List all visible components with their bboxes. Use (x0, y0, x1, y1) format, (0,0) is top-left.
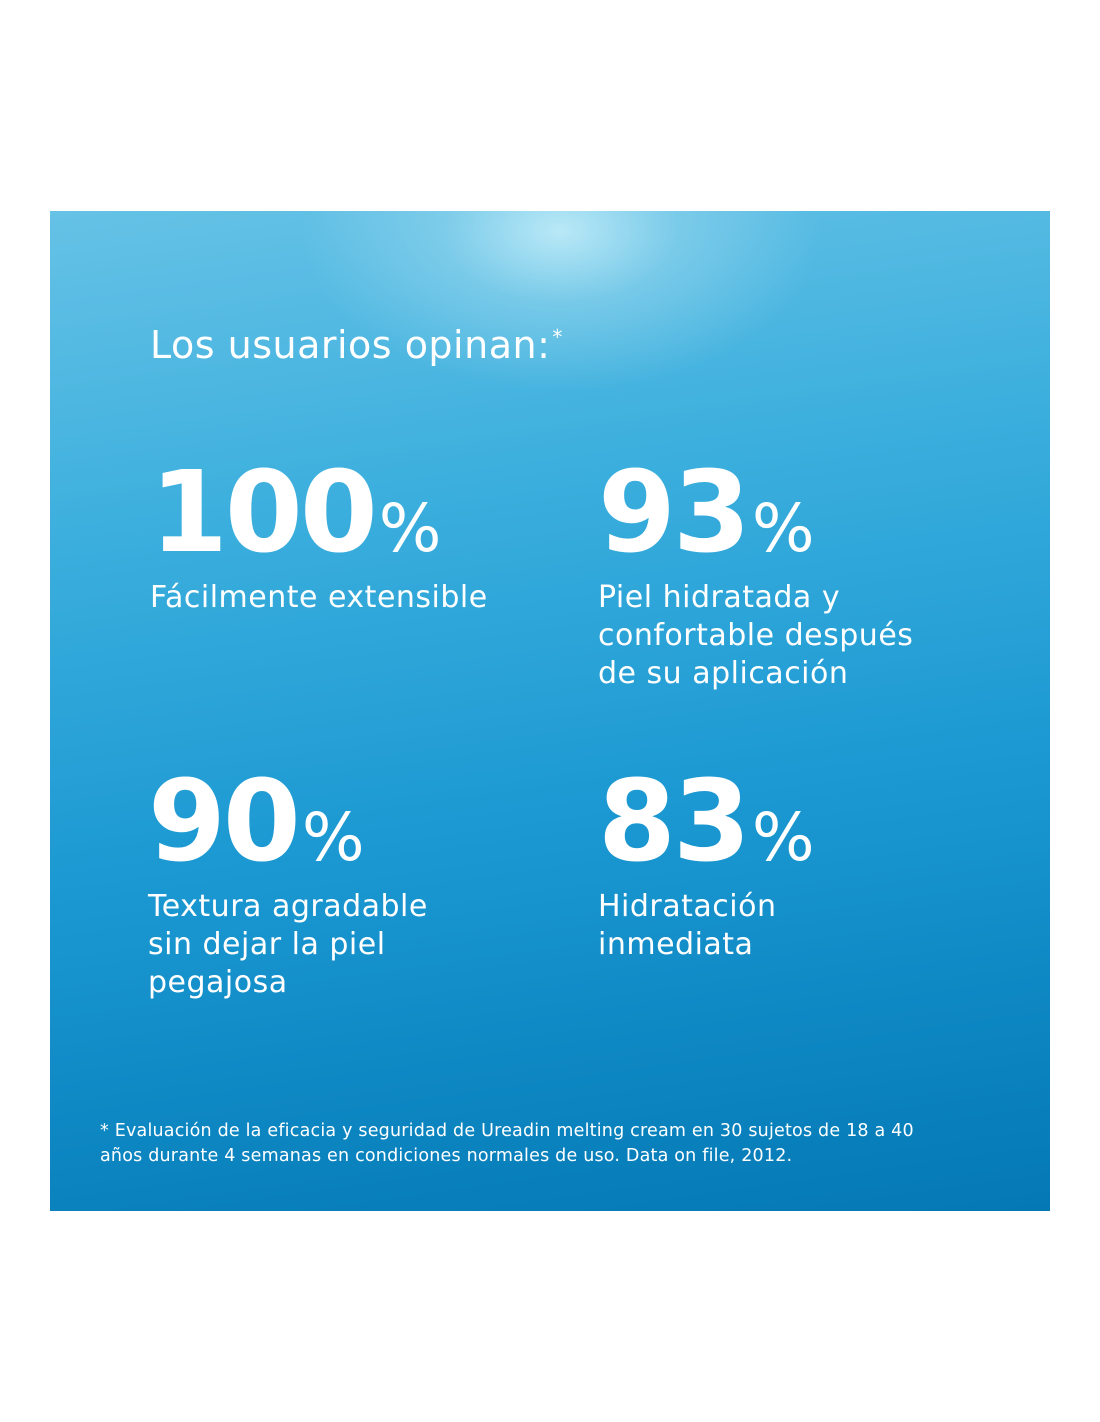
stat-value: 100% (150, 457, 550, 569)
stat-percentage-number: 90 (148, 757, 301, 887)
percent-sign: % (378, 490, 442, 567)
stat-hydrated-skin: 93% Piel hidratada y confortable después d… (598, 457, 1018, 693)
stat-percentage-number: 100 (150, 448, 378, 578)
headline-footnote-marker: * (552, 325, 563, 349)
stat-description: Piel hidratada y confortable después de su… (598, 580, 914, 691)
stat-value: 93% (598, 457, 1018, 569)
stat-value: 83% (598, 766, 998, 878)
percent-sign: % (751, 490, 815, 567)
stat-value: 90% (148, 766, 548, 878)
headline: Los usuarios opinan: * (150, 323, 563, 367)
stat-immediate-hydration: 83% Hidratación inmediata (598, 766, 998, 964)
stat-description: Fácilmente extensible (150, 580, 488, 615)
stat-pleasant-texture: 90% Textura agradable sin dejar la piel pe… (148, 766, 548, 1002)
stat-spreadability: 100% Fácilmente extensible (150, 457, 550, 617)
stat-percentage-number: 83 (598, 757, 751, 887)
percent-sign: % (751, 799, 815, 876)
percent-sign: % (301, 799, 365, 876)
stat-description: Hidratación inmediata (598, 889, 777, 962)
stat-description: Textura agradable sin dejar la piel pegajo… (148, 889, 428, 1000)
stat-percentage-number: 93 (598, 448, 751, 578)
headline-text: Los usuarios opinan: (150, 323, 551, 367)
footnote: * Evaluación de la eficacia y seguridad … (100, 1121, 914, 1166)
survey-results-panel: Los usuarios opinan: * 100% Fácilmente ex… (50, 211, 1050, 1211)
